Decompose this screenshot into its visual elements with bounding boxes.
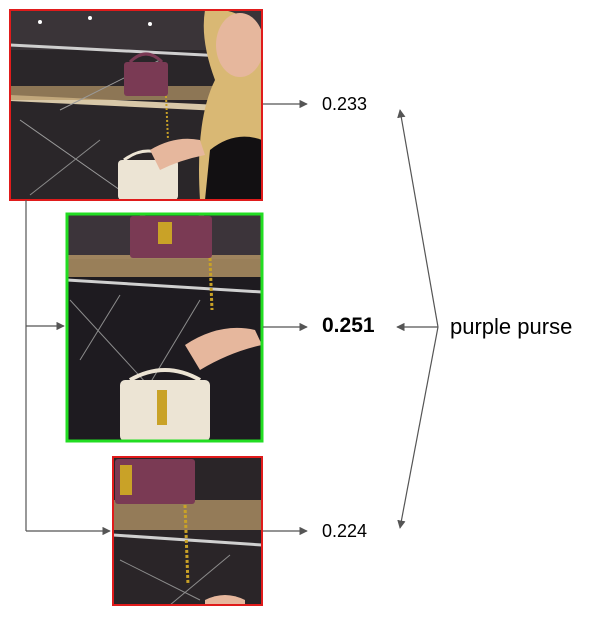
score-label-3: 0.224 <box>322 521 368 541</box>
score-label-2-best: 0.251 <box>322 314 375 337</box>
crop-border-1 <box>9 9 263 201</box>
crop-image-1 <box>10 10 262 200</box>
crop-image-3 <box>113 457 262 605</box>
crop-image-2 <box>67 214 262 441</box>
query-text: purple purse <box>450 314 573 339</box>
score-label-1: 0.233 <box>322 94 368 114</box>
crop-border-2 <box>65 212 264 443</box>
crop-border-3 <box>112 456 263 606</box>
query-arrow-to-score-1 <box>397 109 439 328</box>
query-arrow-to-score-3 <box>397 326 439 529</box>
